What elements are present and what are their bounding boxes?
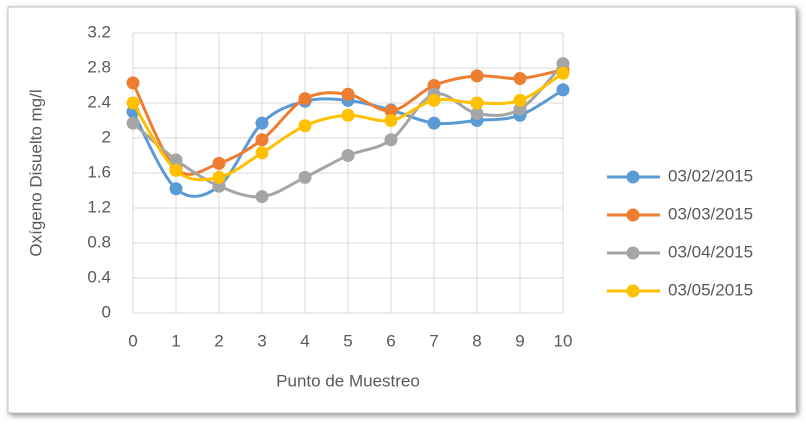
data-point — [341, 87, 355, 101]
data-point — [212, 170, 226, 184]
x-tick-label: 4 — [300, 331, 309, 350]
data-point — [169, 182, 183, 196]
data-point — [126, 116, 140, 130]
y-tick-label: 1.2 — [87, 197, 111, 216]
data-point — [427, 116, 441, 130]
data-point — [169, 153, 183, 167]
x-tick-label: 10 — [554, 331, 573, 350]
legend-label: 03/04/2015 — [668, 242, 753, 261]
data-point — [169, 163, 183, 177]
data-point — [556, 83, 570, 97]
x-axis-title: Punto de Muestreo — [276, 371, 420, 390]
data-point — [470, 69, 484, 83]
data-point — [255, 133, 269, 147]
legend-label: 03/05/2015 — [668, 280, 753, 299]
data-point — [513, 93, 527, 107]
x-tick-label: 8 — [472, 331, 481, 350]
legend-label: 03/03/2015 — [668, 204, 753, 223]
data-point — [513, 72, 527, 85]
x-tick-label: 6 — [386, 331, 395, 350]
x-tick-label: 9 — [515, 331, 524, 350]
data-point — [556, 57, 570, 71]
data-point — [212, 156, 226, 170]
data-point — [470, 107, 484, 120]
legend-label: 03/02/2015 — [668, 166, 753, 185]
y-tick-label: 1.6 — [87, 162, 111, 181]
data-point — [470, 96, 484, 110]
x-tick-label: 5 — [343, 331, 352, 350]
legend-marker — [626, 170, 640, 184]
x-tick-label: 7 — [429, 331, 438, 350]
chart-frame — [7, 6, 797, 414]
legend-marker — [626, 246, 640, 260]
data-point — [126, 96, 140, 110]
y-tick-label: 0.8 — [87, 232, 111, 251]
data-point — [298, 170, 312, 184]
data-point — [298, 119, 312, 133]
y-tick-label: 2.8 — [87, 57, 111, 76]
data-point — [341, 108, 355, 122]
y-tick-label: 2 — [102, 127, 111, 146]
x-tick-label: 0 — [128, 331, 137, 350]
x-tick-label: 1 — [171, 331, 180, 350]
y-tick-label: 0.4 — [87, 267, 111, 286]
y-axis-title: Oxígeno Disuelto mg/l — [26, 89, 45, 256]
data-point — [384, 104, 398, 118]
data-point — [126, 76, 140, 90]
data-point — [427, 93, 441, 107]
data-point — [255, 116, 269, 130]
y-tick-label: 2.4 — [87, 92, 111, 111]
y-tick-label: 3.2 — [87, 22, 111, 41]
data-point — [255, 190, 269, 204]
data-point — [556, 66, 570, 80]
legend-marker — [626, 284, 640, 298]
x-tick-label: 2 — [214, 331, 223, 350]
x-tick-label: 3 — [257, 331, 266, 350]
data-point — [255, 146, 269, 160]
data-point — [384, 114, 398, 127]
data-point — [298, 92, 312, 106]
y-tick-label: 0 — [102, 302, 111, 321]
data-point — [384, 133, 398, 147]
legend-marker — [626, 208, 640, 222]
data-point — [341, 149, 355, 162]
